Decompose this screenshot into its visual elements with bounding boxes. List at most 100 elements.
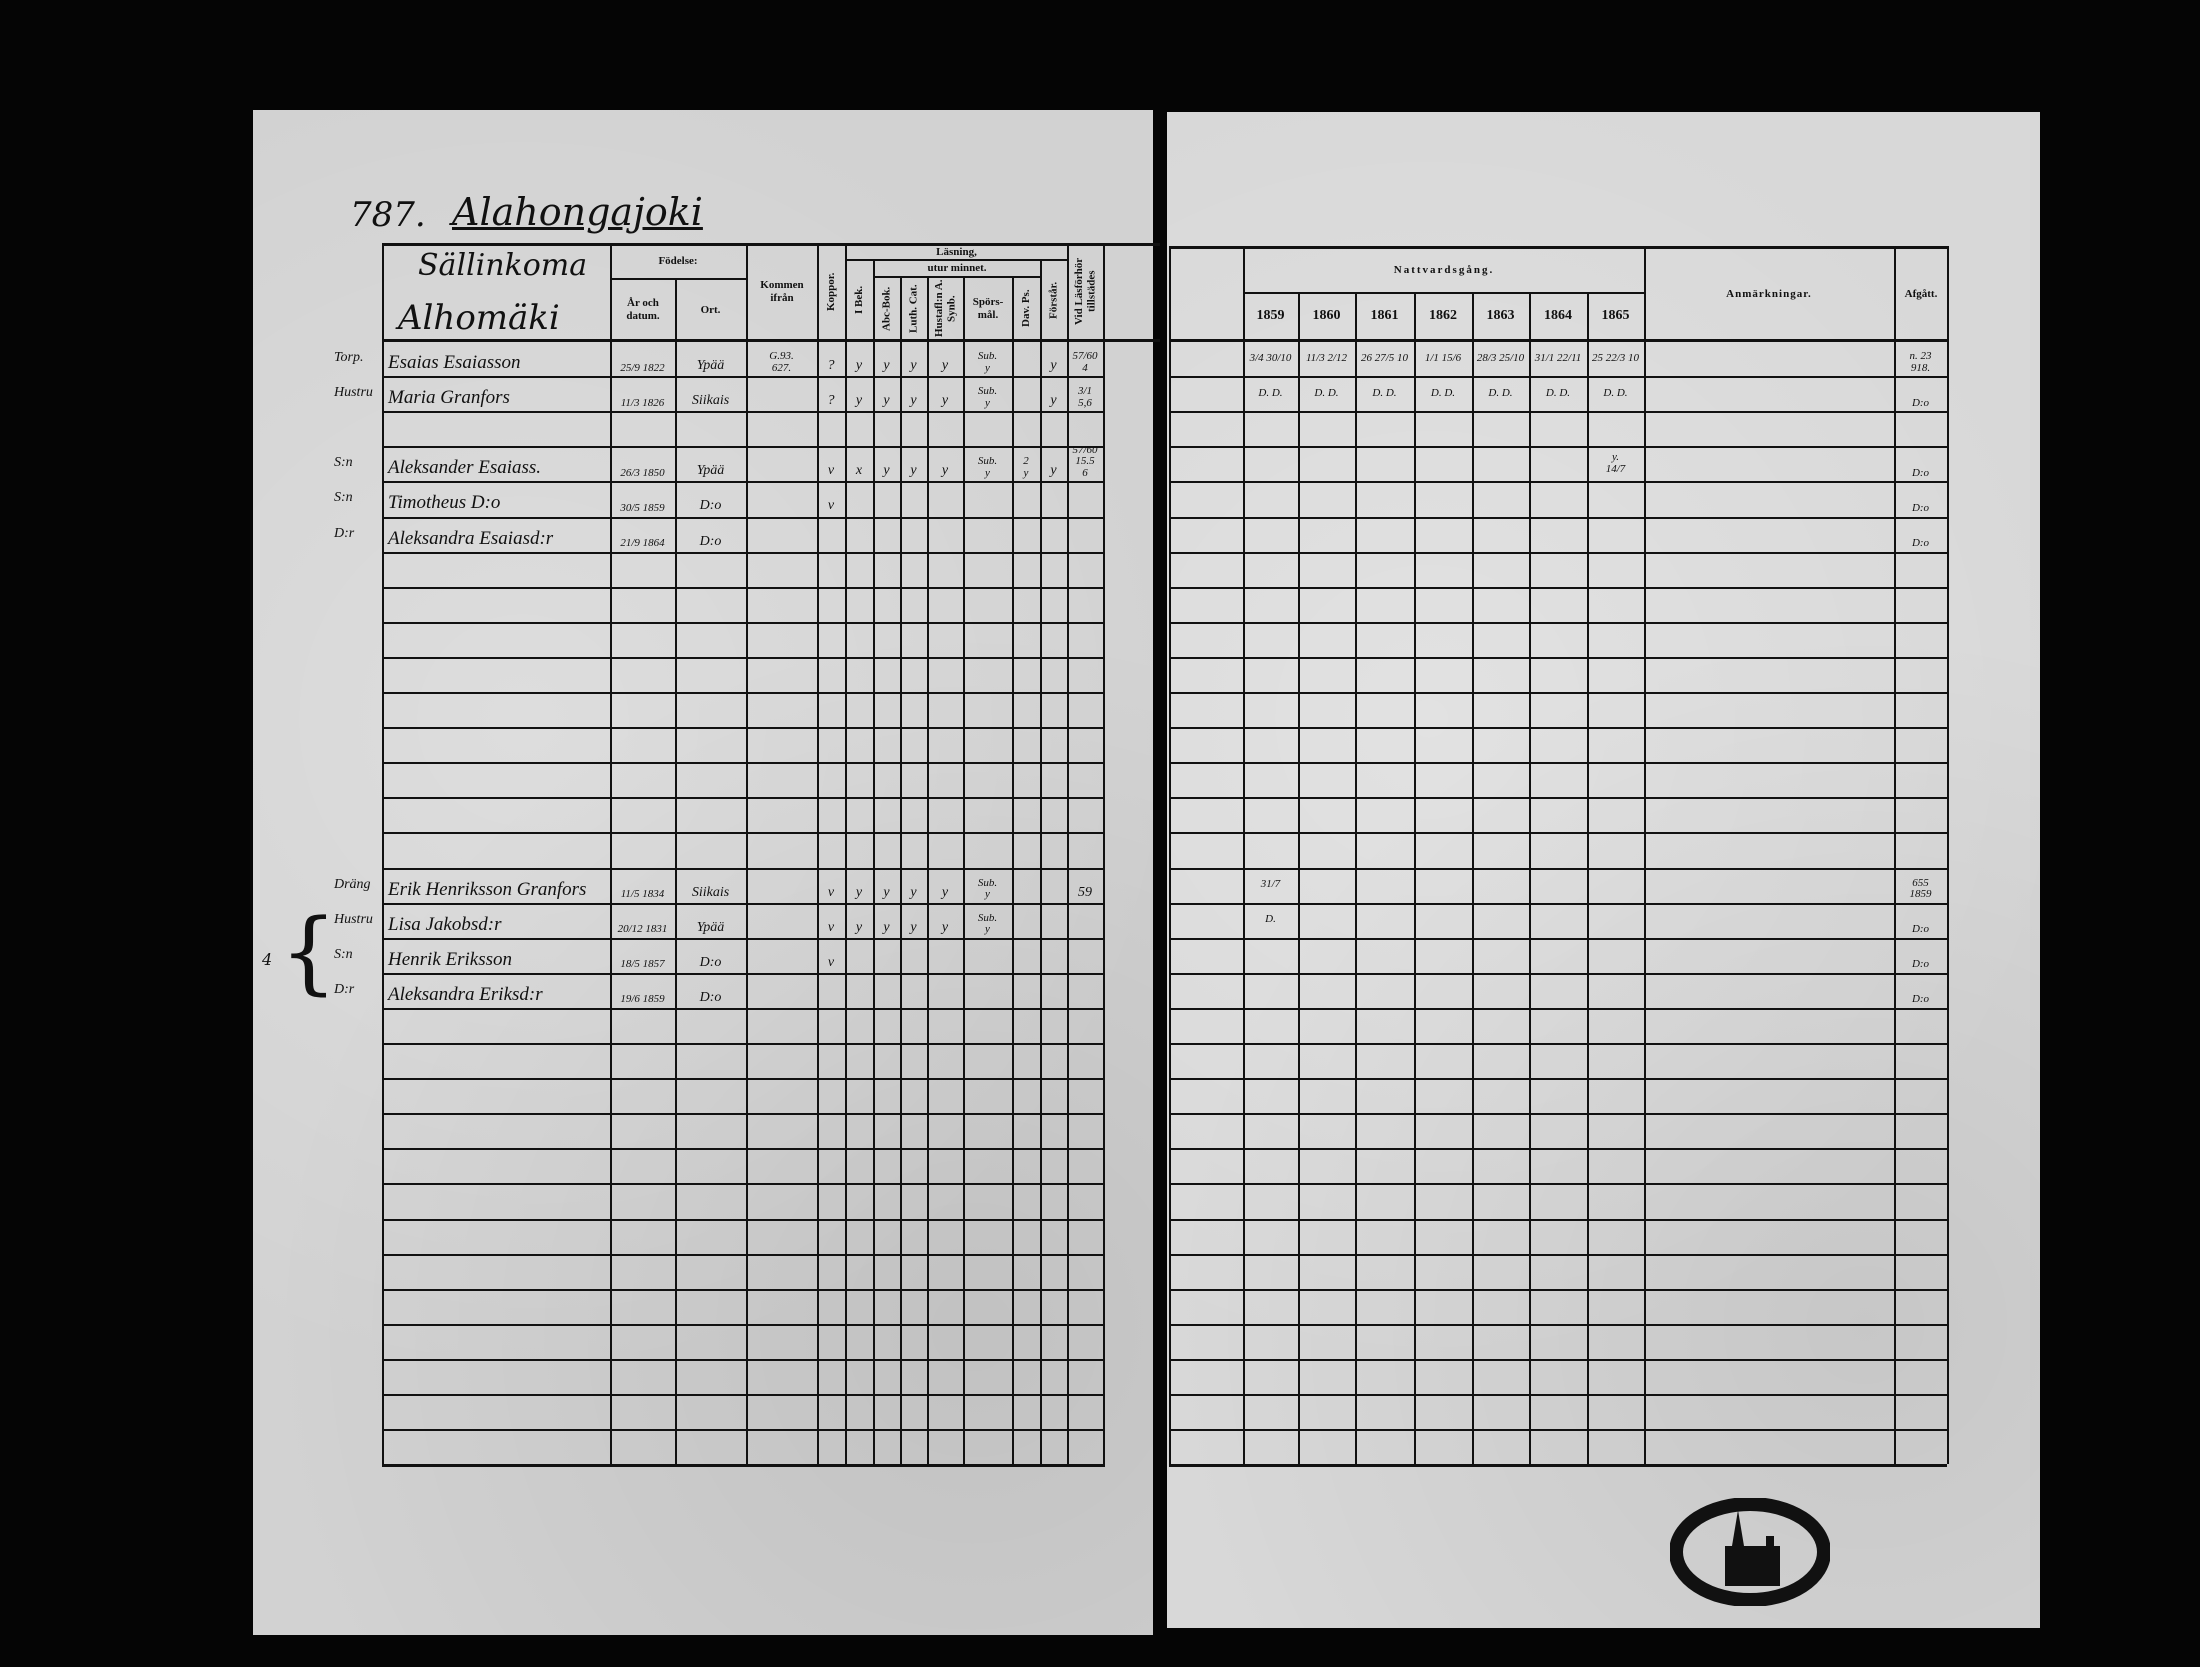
cell-nattvard-1865: y. 14/7	[1605, 451, 1626, 475]
family-bracket: {	[280, 900, 338, 1005]
column-rule	[1012, 277, 1014, 1465]
row-rule	[382, 973, 1105, 975]
cell-birth-date: 11/5 1834	[620, 888, 665, 901]
cell-sporsmal: Sub. y	[977, 876, 998, 901]
cell-sporsmal: Sub. y	[977, 911, 998, 936]
row-rule	[1169, 938, 1947, 940]
header-forstar: Förstår.	[1047, 281, 1060, 319]
cell-nattvard-1860: D. D.	[1314, 386, 1339, 399]
column-rule	[1472, 292, 1474, 1465]
row-rule	[1169, 762, 1947, 764]
column-rule	[1414, 292, 1416, 1465]
cell-forstar: y	[1050, 358, 1057, 374]
row-rule	[382, 797, 1105, 799]
row-rule	[1169, 587, 1947, 589]
cell-bek: y	[855, 884, 863, 900]
cell-name: Aleksandra Esaiasd:r	[388, 527, 554, 549]
cell-nattvard-1861: 26 27/5 10	[1360, 351, 1409, 364]
row-rule	[382, 411, 1105, 413]
cell-nattvard-1864: D. D.	[1545, 386, 1571, 399]
cell-birth-place: Ypää	[696, 358, 725, 374]
cell-forhor: 57/60 15.5 6	[1072, 443, 1098, 479]
column-rule	[1894, 246, 1896, 1465]
cell-birth-date: 21/9 1864	[620, 537, 665, 550]
header-ar-och-datum: År och datum.	[626, 297, 660, 322]
row-rule	[1169, 622, 1947, 624]
header-hustafl: Hustafl:n A. Synb.	[932, 279, 958, 338]
cell-smallpox: ?	[827, 393, 835, 409]
header-luth-cat: Luth. Cat.	[907, 284, 920, 333]
cell-smallpox: v	[827, 919, 835, 935]
cell-afgatt: D:o	[1911, 501, 1930, 514]
column-rule	[1040, 261, 1042, 1465]
row-rule	[382, 1394, 1105, 1396]
row-rule	[1169, 517, 1947, 519]
cell-sporsmal: Sub. y	[977, 455, 998, 479]
row-rule	[382, 868, 1105, 870]
header-year-1861: 1861	[1370, 307, 1399, 323]
cell-name: Maria Granfors	[388, 387, 510, 409]
row-rule	[382, 587, 1105, 589]
row-rule	[382, 552, 1105, 554]
nattvard-rule	[1243, 292, 1644, 294]
cell-birth-place: D:o	[699, 533, 722, 549]
row-rule	[1169, 1043, 1947, 1045]
column-rule	[817, 243, 819, 1465]
header-lasning: Läsning,	[936, 245, 977, 258]
cell-afgatt: D:o	[1911, 958, 1930, 971]
cell-birth-date: 25/9 1822	[620, 361, 665, 374]
cell-name: Aleksander Esaiass.	[388, 457, 542, 479]
cell-nattvard-1859: 31/7	[1260, 878, 1281, 891]
row-rule	[1169, 1113, 1947, 1115]
column-rule	[1355, 292, 1357, 1465]
header-year-1865: 1865	[1601, 307, 1630, 323]
column-rule	[1298, 292, 1300, 1465]
cell-abc: y	[883, 393, 890, 409]
cell-hust: y	[941, 393, 949, 409]
farm-name: Alhomäki	[398, 298, 560, 338]
header-anmarkningar: Anmärkningar.	[1726, 287, 1812, 300]
cell-name: Aleksandra Eriksd:r	[388, 983, 543, 1005]
column-rule	[845, 243, 847, 1465]
cell-birth-date: 11/3 1826	[620, 396, 665, 409]
header-kommen-ifran: Kommen ifrån	[760, 278, 804, 304]
row-rule	[382, 1113, 1105, 1115]
row-rule	[382, 1183, 1105, 1185]
row-role: D:r	[334, 525, 355, 541]
header-sporsmal: Spörs-mål.	[972, 295, 1004, 321]
cell-birth-date: 20/12 1831	[617, 923, 668, 936]
row-rule	[1169, 1008, 1947, 1010]
column-rule	[900, 277, 902, 1465]
cell-hust: y	[941, 358, 949, 374]
header-year-1864: 1864	[1544, 307, 1572, 323]
row-rule	[382, 938, 1105, 940]
gutter-rule	[1169, 246, 1171, 1465]
row-rule	[1169, 1394, 1947, 1396]
cell-name: Timotheus D:o	[388, 492, 501, 514]
cell-birth-place: Siikais	[691, 393, 730, 409]
header-bottom-rule	[1169, 339, 1947, 342]
header-fodelse: Födelse:	[658, 255, 698, 268]
cell-nattvard-1859: D.	[1265, 913, 1276, 926]
cell-birth-place: Ypää	[696, 919, 725, 935]
cell-luth: y	[910, 884, 917, 900]
header-abc-bok: Abc-Bok.	[880, 286, 893, 331]
cell-bek: y	[855, 393, 863, 409]
cell-afgatt: D:o	[1911, 396, 1930, 409]
cell-forhor: 3/1 5,6	[1077, 385, 1093, 409]
cell-forhor: 59	[1078, 884, 1092, 900]
row-rule	[1169, 1078, 1947, 1080]
row-role: Torp.	[334, 350, 364, 365]
header-bottom-rule	[382, 339, 1160, 342]
row-rule	[382, 376, 1105, 378]
column-rule	[610, 243, 612, 1465]
header-afgatt: Afgått.	[1904, 287, 1938, 300]
row-rule	[1169, 1148, 1947, 1150]
row-rule	[1169, 692, 1947, 694]
cell-abc: y	[883, 463, 890, 479]
column-rule	[746, 243, 748, 1465]
header-ort: Ort.	[700, 303, 721, 316]
row-rule	[1169, 1324, 1947, 1326]
column-rule	[927, 277, 929, 1465]
column-rule	[1529, 292, 1531, 1465]
